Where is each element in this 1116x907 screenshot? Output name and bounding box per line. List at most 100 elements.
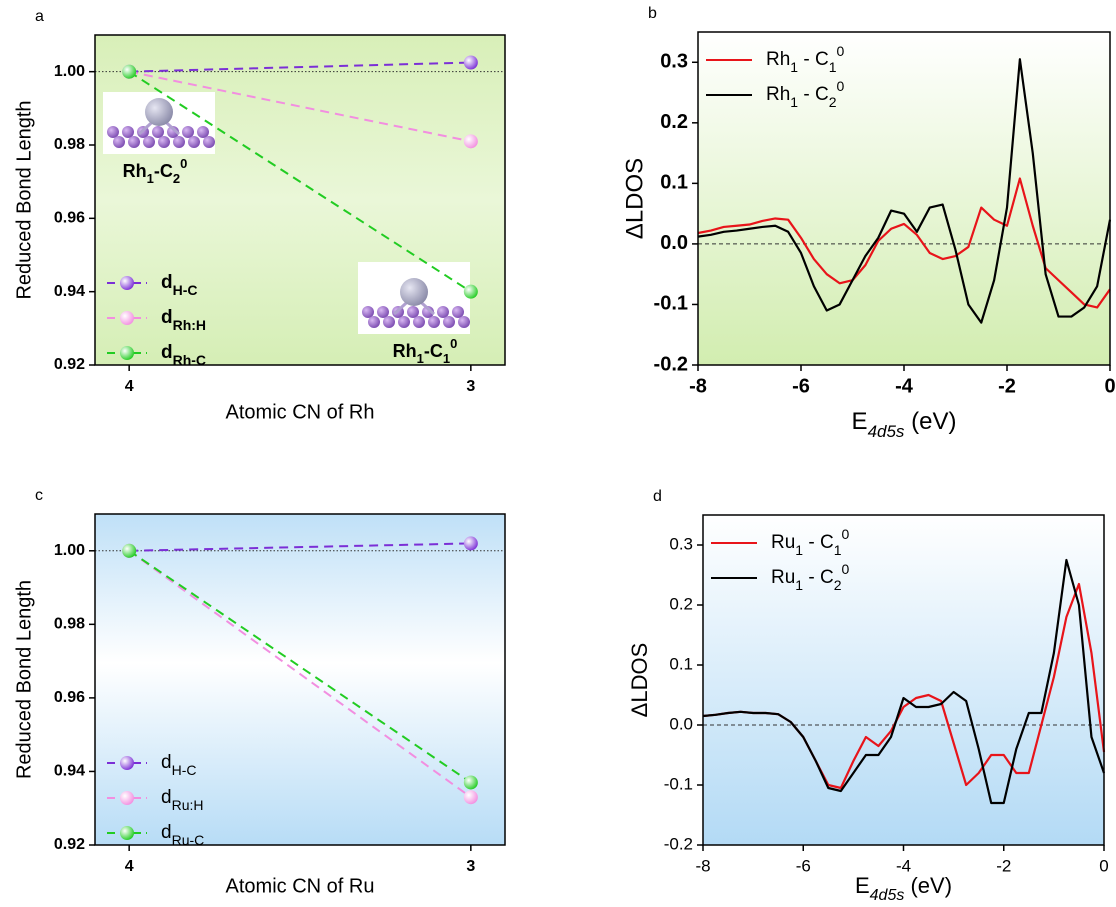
text-part: E: [855, 873, 870, 898]
y-axis-label: ΔLDOS: [627, 643, 652, 718]
inset-atom: [107, 126, 119, 138]
inset-atom: [182, 126, 194, 138]
inset-metal-atom: [145, 98, 173, 126]
text-part: Ru:H: [172, 797, 204, 813]
inset-atom: [398, 316, 410, 328]
inset-atom: [443, 316, 455, 328]
y-tick-label: 1.00: [54, 63, 85, 80]
text-part: 1: [795, 577, 803, 593]
y-tick-label: -0.2: [654, 353, 688, 375]
y-tick-label: 0.0: [669, 714, 693, 733]
text-part: Rh: [766, 49, 790, 70]
panel-label: d: [653, 488, 662, 505]
inset-atom: [413, 316, 425, 328]
plot-background: [698, 32, 1110, 365]
text-part: Ru-C: [172, 832, 205, 848]
y-tick-label: -0.1: [654, 293, 688, 315]
text-part: -C: [424, 341, 443, 361]
text-part: Rh: [766, 84, 790, 105]
text-part: E: [852, 408, 868, 435]
text-part: d: [161, 752, 172, 773]
y-axis-label: ΔLDOS: [621, 158, 648, 239]
text-part: 2: [834, 577, 842, 593]
series-line: [697, 58, 1112, 324]
legend-label: dRh-C: [161, 342, 206, 368]
data-point: [463, 55, 478, 70]
inset-atom: [203, 136, 215, 148]
text-part: d: [161, 342, 173, 363]
legend-marker: [120, 346, 134, 360]
x-tick-label: -2: [996, 856, 1011, 875]
legend-label: Rh1 - C10: [766, 43, 845, 75]
inset-atom: [197, 126, 209, 138]
text-part: 1: [829, 59, 837, 75]
plot-frame: [94, 34, 506, 366]
inset-atom: [428, 316, 440, 328]
y-tick-label: 0.1: [660, 172, 688, 194]
series-line: [128, 549, 472, 799]
text-part: d: [161, 787, 172, 808]
panel: b -0.2 -0.1 0.0 0.1 0.2 0.3 -8 -6 -4 -2 0 E4d5s (eV)…: [621, 5, 1115, 441]
inset-atom: [173, 136, 185, 148]
x-tick-label: 4: [125, 378, 134, 395]
text-part: 0: [180, 156, 187, 171]
x-tick-label: -4: [895, 375, 914, 397]
inset-atom: [458, 316, 470, 328]
annotation: Rh1-C20: [123, 156, 188, 186]
data-point: [463, 536, 478, 551]
y-tick-label: 0.94: [54, 763, 85, 780]
text-part: 0: [842, 561, 850, 577]
x-tick-label: -8: [689, 375, 707, 397]
text-part: 4d5s: [870, 887, 905, 904]
data-point: [463, 284, 478, 299]
series-line: [128, 70, 472, 293]
annotation: Rh1-C10: [393, 336, 458, 366]
legend-marker: [120, 791, 134, 805]
inset-atom: [362, 306, 374, 318]
x-tick-label: -6: [796, 856, 811, 875]
text-part: (eV): [904, 873, 952, 898]
panel-label: a: [35, 8, 44, 25]
legend-label: dH-C: [161, 272, 198, 298]
plot-frame: [94, 513, 506, 846]
inset-atom: [437, 306, 449, 318]
x-axis-label: E4d5s (eV): [855, 873, 952, 904]
y-tick-label: 1.00: [54, 542, 85, 559]
text-part: 2: [829, 94, 837, 110]
series-line: [128, 549, 472, 784]
y-tick-label: 0.96: [54, 689, 85, 706]
text-part: 1: [147, 171, 154, 186]
y-axis-label: Reduced Bond Length: [13, 580, 35, 779]
panel: a 0.92 0.94 0.96 0.98 1.00 4 3 Atomic CN of Rh Re…: [13, 8, 506, 423]
y-tick-label: 0.96: [54, 210, 85, 227]
y-tick-label: 0.3: [660, 51, 688, 73]
inset-atom: [113, 136, 125, 148]
data-point: [463, 775, 478, 790]
text-part: 0: [450, 336, 457, 351]
x-tick-label: 4: [125, 858, 134, 875]
text-part: 1: [443, 351, 450, 366]
text-part: d: [161, 307, 173, 328]
legend-label: dRu:H: [161, 787, 203, 813]
text-part: d: [161, 822, 172, 843]
x-axis-label: Atomic CN of Ru: [226, 875, 375, 897]
panel: d -0.2 -0.1 0.0 0.1 0.2 0.3 -8 -6 -4 -2 0 E4d5s (eV)…: [627, 488, 1109, 904]
series-line: [129, 542, 471, 552]
y-tick-label: 0.3: [669, 534, 693, 553]
panel: c 0.92 0.94 0.96 0.98 1.00 4 3 Atomic CN of Ru Re…: [13, 487, 506, 897]
x-tick-label: -4: [896, 856, 911, 875]
legend-marker: [120, 276, 134, 290]
data-point: [463, 134, 478, 149]
x-tick-label: 3: [466, 378, 475, 395]
text-part: - C: [798, 84, 829, 105]
inset-atom: [167, 126, 179, 138]
x-axis-label: E4d5s (eV): [852, 408, 957, 441]
text-part: -C: [154, 161, 173, 181]
x-tick-label: 0: [1104, 375, 1115, 397]
text-part: 1: [790, 59, 798, 75]
inset-atom: [188, 136, 200, 148]
y-tick-label: 0.0: [660, 232, 688, 254]
y-tick-label: 0.1: [669, 654, 693, 673]
text-part: 0: [842, 526, 850, 542]
data-point: [463, 790, 478, 805]
